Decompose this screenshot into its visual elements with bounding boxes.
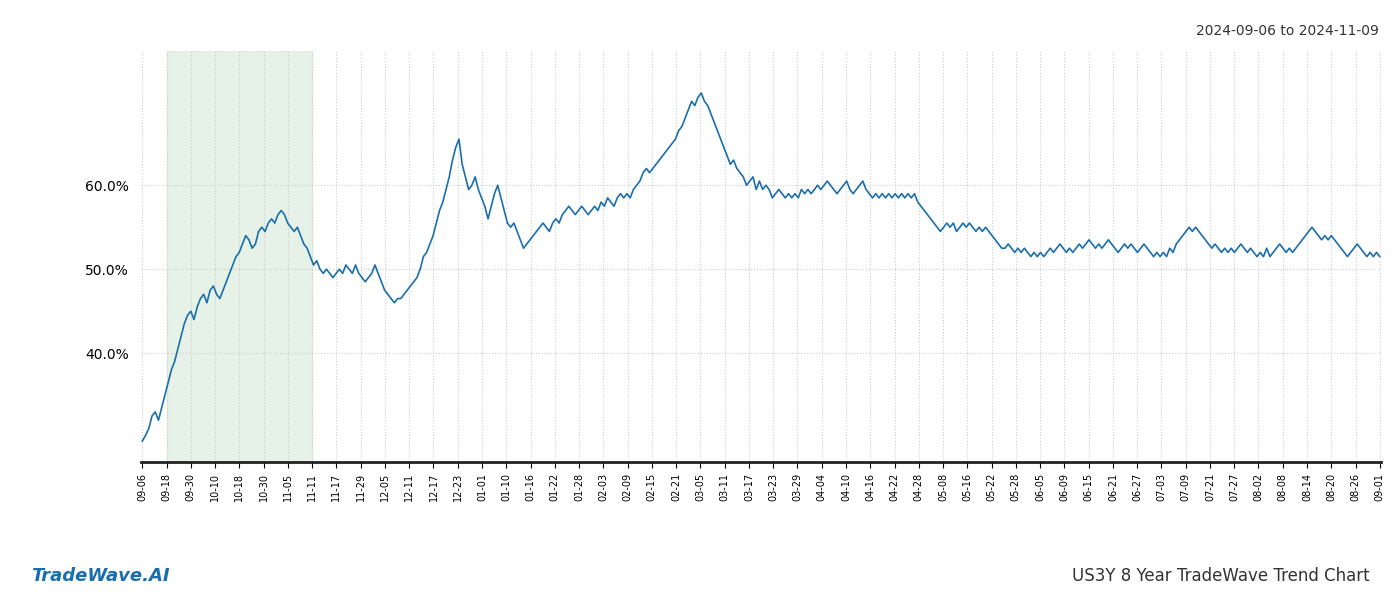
Text: US3Y 8 Year TradeWave Trend Chart: US3Y 8 Year TradeWave Trend Chart — [1071, 567, 1369, 585]
Text: 2024-09-06 to 2024-11-09: 2024-09-06 to 2024-11-09 — [1196, 24, 1379, 38]
Text: TradeWave.AI: TradeWave.AI — [31, 567, 169, 585]
Bar — [167, 51, 312, 462]
